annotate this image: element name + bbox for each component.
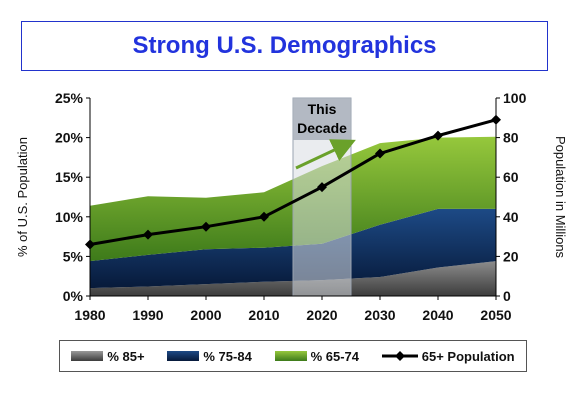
x-tick-label: 1980 bbox=[74, 307, 105, 323]
legend-item-65-74: % 65-74 bbox=[274, 348, 359, 364]
decade-label-bg bbox=[293, 98, 351, 140]
line-point bbox=[259, 211, 269, 222]
legend-swatch bbox=[274, 351, 307, 361]
decade-label-text: This bbox=[308, 101, 337, 117]
y-left-tick-label: 5% bbox=[63, 248, 84, 264]
y-left-tick-label: 20% bbox=[55, 130, 84, 146]
y-right-tick-label: 60 bbox=[503, 169, 519, 185]
legend-label: % 65-74 bbox=[310, 348, 359, 364]
y-left-tick-label: 25% bbox=[55, 90, 84, 106]
legend-swatch bbox=[167, 351, 200, 361]
line-65plus-population bbox=[89, 118, 497, 246]
x-tick-label: 2010 bbox=[248, 307, 279, 323]
y-left-tick-label: 15% bbox=[55, 169, 84, 185]
line-point bbox=[317, 182, 327, 193]
y-right-tick-label: 0 bbox=[503, 288, 511, 304]
y-right-tick-label: 80 bbox=[503, 130, 519, 146]
legend-item-65plus-pop: 65+ Population bbox=[381, 348, 515, 364]
y-right-tick-label: 100 bbox=[503, 90, 527, 106]
legend-label: % 85+ bbox=[107, 348, 145, 364]
line-point bbox=[433, 130, 443, 141]
legend-label: % 75-84 bbox=[203, 348, 252, 364]
line-point bbox=[201, 221, 211, 232]
x-tick-label: 2040 bbox=[422, 307, 453, 323]
legend-item-85plus: % 85+ bbox=[71, 348, 145, 364]
x-tick-label: 2000 bbox=[190, 307, 221, 323]
legend-swatch bbox=[71, 351, 104, 361]
decade-arrow bbox=[295, 139, 356, 170]
y-right-tick-label: 40 bbox=[503, 209, 519, 225]
line-point bbox=[491, 114, 501, 125]
area-series-0 bbox=[90, 261, 496, 296]
y-left-tick-label: 10% bbox=[55, 209, 84, 225]
line-point bbox=[375, 148, 385, 159]
line-point bbox=[85, 239, 95, 250]
y-axis-left-label: % of U.S. Population bbox=[15, 137, 30, 257]
legend-line-marker bbox=[381, 351, 418, 361]
legend-item-75-84: % 75-84 bbox=[167, 348, 252, 364]
legend-label: 65+ Population bbox=[421, 348, 515, 364]
line-point bbox=[143, 229, 153, 240]
x-tick-label: 2050 bbox=[480, 307, 511, 323]
x-tick-label: 1990 bbox=[132, 307, 163, 323]
chart-title-box: Strong U.S. Demographics bbox=[21, 21, 548, 71]
y-left-tick-label: 0% bbox=[63, 288, 84, 304]
chart-title: Strong U.S. Demographics bbox=[132, 32, 437, 59]
x-tick-label: 2030 bbox=[364, 307, 395, 323]
chart-legend: % 85+ % 75-84 % 65-74 65+ Population bbox=[59, 340, 527, 372]
x-tick-label: 2020 bbox=[306, 307, 337, 323]
y-right-tick-label: 20 bbox=[503, 248, 519, 264]
y-axis-right-label: Population in Millions bbox=[553, 136, 568, 259]
decade-label-text: Decade bbox=[297, 120, 347, 136]
